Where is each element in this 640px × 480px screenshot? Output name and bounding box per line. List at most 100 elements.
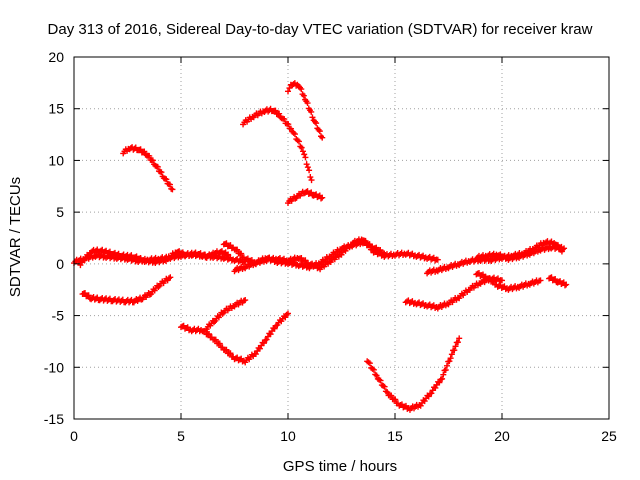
- x-tick-label: 10: [280, 428, 296, 444]
- data-point: [223, 346, 230, 353]
- data-point: [380, 382, 387, 389]
- series-arc-4: [231, 239, 388, 275]
- data-point: [303, 161, 310, 168]
- data-point: [563, 281, 570, 288]
- data-point: [155, 283, 162, 290]
- data-point: [234, 246, 241, 253]
- data-point: [238, 250, 245, 257]
- plot-frame: [73, 56, 610, 420]
- data-point: [381, 250, 388, 257]
- y-tick-label: 10: [48, 152, 64, 168]
- data-point: [285, 121, 292, 128]
- data-point: [392, 396, 399, 403]
- data-point: [319, 194, 326, 201]
- data-point: [256, 345, 263, 352]
- data-point: [295, 138, 302, 145]
- data-point: [300, 92, 307, 99]
- data-point: [219, 310, 226, 317]
- data-point: [276, 110, 283, 117]
- data-point: [486, 275, 493, 282]
- y-tick-label: 5: [56, 204, 64, 220]
- data-point: [252, 351, 259, 358]
- data-point: [158, 169, 165, 176]
- data-point: [146, 291, 153, 298]
- series-arc-17: [546, 274, 570, 289]
- y-tick-label: -5: [52, 308, 65, 324]
- data-point: [216, 340, 223, 347]
- data-point: [272, 107, 279, 114]
- data-point: [281, 116, 288, 123]
- grid-lines: [74, 57, 609, 419]
- x-tick-label: 20: [494, 428, 510, 444]
- data-point: [446, 358, 453, 365]
- data-point: [242, 297, 249, 304]
- data-point: [442, 367, 449, 374]
- y-tick-label: 15: [48, 101, 64, 117]
- data-point: [432, 384, 439, 391]
- data-point: [85, 292, 92, 299]
- data-point: [439, 375, 446, 382]
- series-arc-15: [402, 274, 505, 312]
- data-point: [106, 248, 113, 255]
- data-point: [115, 250, 122, 257]
- data-point: [373, 372, 380, 379]
- y-tick-label: 20: [48, 49, 64, 65]
- data-point: [490, 278, 497, 285]
- data-point: [201, 251, 208, 258]
- data-point: [561, 282, 568, 289]
- data-point: [163, 176, 170, 183]
- data-point: [559, 246, 566, 253]
- data-point: [318, 195, 325, 202]
- data-point: [225, 251, 232, 258]
- data-point: [451, 347, 458, 354]
- data-point: [211, 319, 218, 326]
- series-arc-16: [473, 269, 544, 293]
- data-point: [308, 108, 315, 115]
- data-point: [179, 249, 186, 256]
- data-point: [561, 245, 568, 252]
- data-point: [307, 174, 314, 181]
- data-point: [306, 167, 313, 174]
- data-point: [319, 134, 326, 141]
- data-point: [384, 389, 391, 396]
- data-point: [263, 336, 270, 343]
- series-arc-8: [120, 144, 176, 193]
- data-point: [167, 274, 174, 281]
- data-point: [267, 331, 274, 338]
- data-point: [388, 392, 395, 399]
- x-tick-label: 25: [601, 428, 617, 444]
- data-point: [304, 164, 311, 171]
- data-point: [294, 137, 301, 144]
- series-arc-9: [178, 310, 291, 366]
- data-point: [365, 359, 372, 366]
- data-point: [436, 379, 443, 386]
- data-point: [271, 325, 278, 332]
- data-point: [454, 339, 461, 346]
- series-arc-13: [285, 188, 326, 207]
- series-arc-7: [79, 274, 174, 306]
- series-arc-10: [203, 297, 249, 333]
- y-tick-label: -15: [44, 411, 64, 427]
- x-tick-label: 5: [177, 428, 185, 444]
- y-tick-label: 0: [56, 256, 64, 272]
- data-point: [291, 131, 298, 138]
- series-arc-11: [240, 105, 315, 184]
- data-point: [206, 330, 213, 337]
- data-point: [377, 377, 384, 384]
- data-point: [381, 383, 388, 390]
- data-point: [537, 277, 544, 284]
- series-arc-14: [364, 335, 463, 413]
- series-arc-2: [77, 246, 232, 269]
- data-point: [212, 336, 219, 343]
- data-point: [166, 181, 173, 188]
- data-point: [428, 390, 435, 397]
- data-point: [308, 177, 315, 184]
- data-point: [448, 351, 455, 358]
- data-point: [298, 86, 305, 93]
- data-point: [154, 163, 161, 170]
- data-point: [366, 360, 373, 367]
- chart-title: Day 313 of 2016, Sidereal Day-to-day VTE…: [48, 21, 593, 38]
- data-point: [443, 362, 450, 369]
- data-point: [313, 120, 320, 127]
